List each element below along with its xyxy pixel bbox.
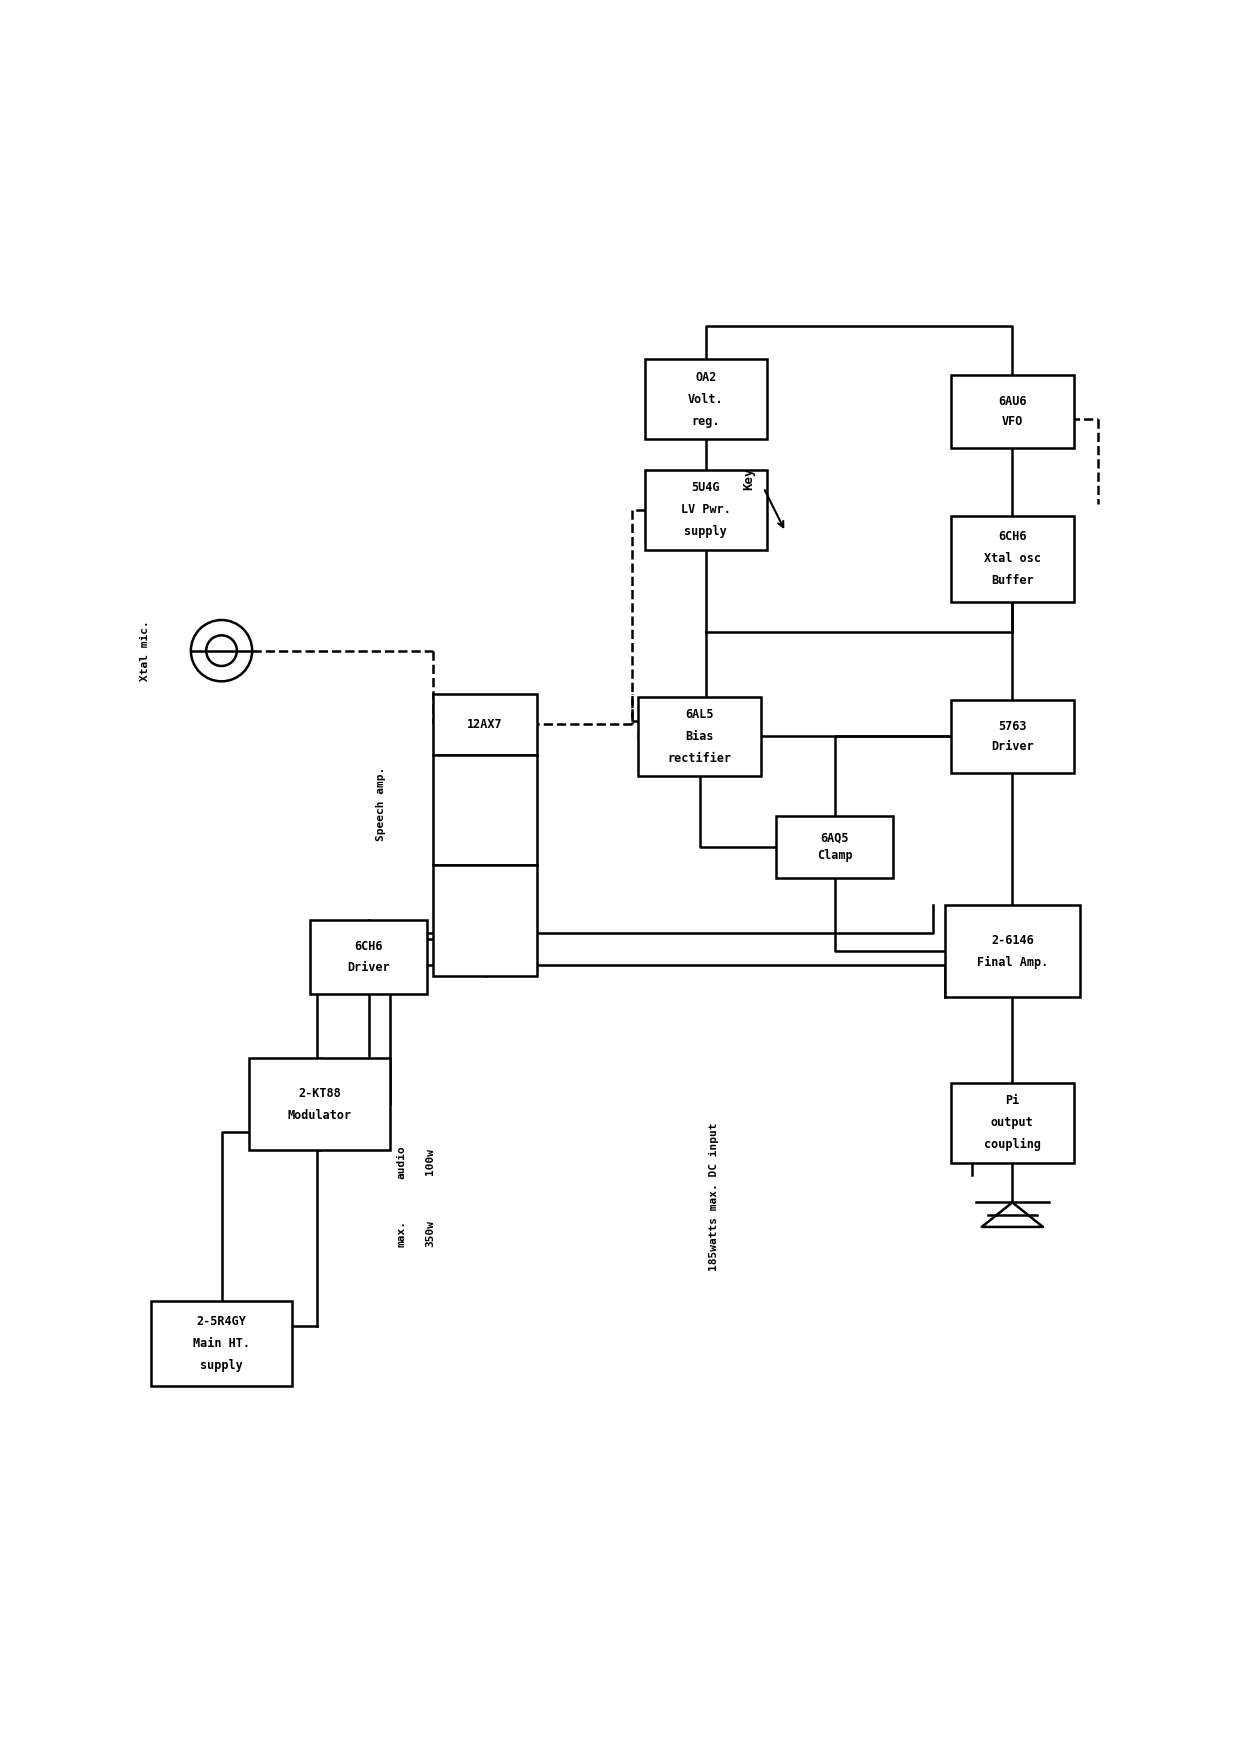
Text: coupling: coupling xyxy=(983,1139,1040,1151)
Circle shape xyxy=(191,620,252,681)
Text: Driver: Driver xyxy=(347,962,391,974)
Text: Final Amp.: Final Amp. xyxy=(977,955,1048,969)
Text: Driver: Driver xyxy=(991,741,1034,753)
Text: 6CH6: 6CH6 xyxy=(355,941,383,953)
Text: Clamp: Clamp xyxy=(817,849,852,862)
Text: audio: audio xyxy=(397,1144,407,1179)
Text: 2-5R4GY: 2-5R4GY xyxy=(197,1314,247,1329)
Text: Speech amp.: Speech amp. xyxy=(376,767,386,841)
Bar xyxy=(639,697,761,776)
Text: 185watts max. DC input: 185watts max. DC input xyxy=(709,1121,719,1271)
Text: 350w: 350w xyxy=(425,1220,435,1246)
Text: output: output xyxy=(991,1116,1034,1128)
Text: VFO: VFO xyxy=(1002,416,1023,428)
Bar xyxy=(951,516,1074,602)
Text: Modulator: Modulator xyxy=(288,1109,352,1121)
Bar xyxy=(151,1300,291,1386)
Text: Xtal osc: Xtal osc xyxy=(983,553,1040,565)
Text: 6AL5: 6AL5 xyxy=(686,707,714,721)
Text: Key: Key xyxy=(743,469,755,490)
Bar xyxy=(776,816,893,878)
Text: supply: supply xyxy=(684,525,727,539)
Circle shape xyxy=(206,635,237,665)
Text: Volt.: Volt. xyxy=(688,393,724,405)
Text: 5763: 5763 xyxy=(998,720,1027,732)
Text: Buffer: Buffer xyxy=(991,574,1034,588)
Bar xyxy=(945,906,1080,997)
Text: Pi: Pi xyxy=(1006,1093,1019,1107)
Text: 6CH6: 6CH6 xyxy=(998,530,1027,542)
Text: 6AQ5: 6AQ5 xyxy=(821,832,849,844)
Bar xyxy=(433,693,537,755)
Text: Xtal mic.: Xtal mic. xyxy=(140,620,150,681)
Text: LV Pwr.: LV Pwr. xyxy=(681,504,730,516)
Text: 6AU6: 6AU6 xyxy=(998,395,1027,407)
Text: 100w: 100w xyxy=(425,1148,435,1176)
Bar xyxy=(951,1083,1074,1162)
Text: Main HT.: Main HT. xyxy=(193,1337,250,1350)
Bar xyxy=(310,920,427,993)
Text: 2-KT88: 2-KT88 xyxy=(299,1086,341,1100)
Text: Bias: Bias xyxy=(686,730,714,742)
Text: OA2: OA2 xyxy=(696,370,717,384)
Text: max.: max. xyxy=(397,1220,407,1246)
Bar xyxy=(249,1058,391,1150)
Bar xyxy=(951,700,1074,774)
Text: 5U4G: 5U4G xyxy=(692,481,720,495)
Bar xyxy=(645,360,768,439)
Bar xyxy=(433,865,537,976)
Text: 12AX7: 12AX7 xyxy=(467,718,503,730)
Bar xyxy=(433,755,537,865)
Text: rectifier: rectifier xyxy=(667,753,732,765)
Text: 2-6146: 2-6146 xyxy=(991,934,1034,946)
Text: reg.: reg. xyxy=(692,414,720,428)
Text: supply: supply xyxy=(200,1358,243,1372)
Bar xyxy=(951,376,1074,448)
Bar xyxy=(645,470,768,549)
